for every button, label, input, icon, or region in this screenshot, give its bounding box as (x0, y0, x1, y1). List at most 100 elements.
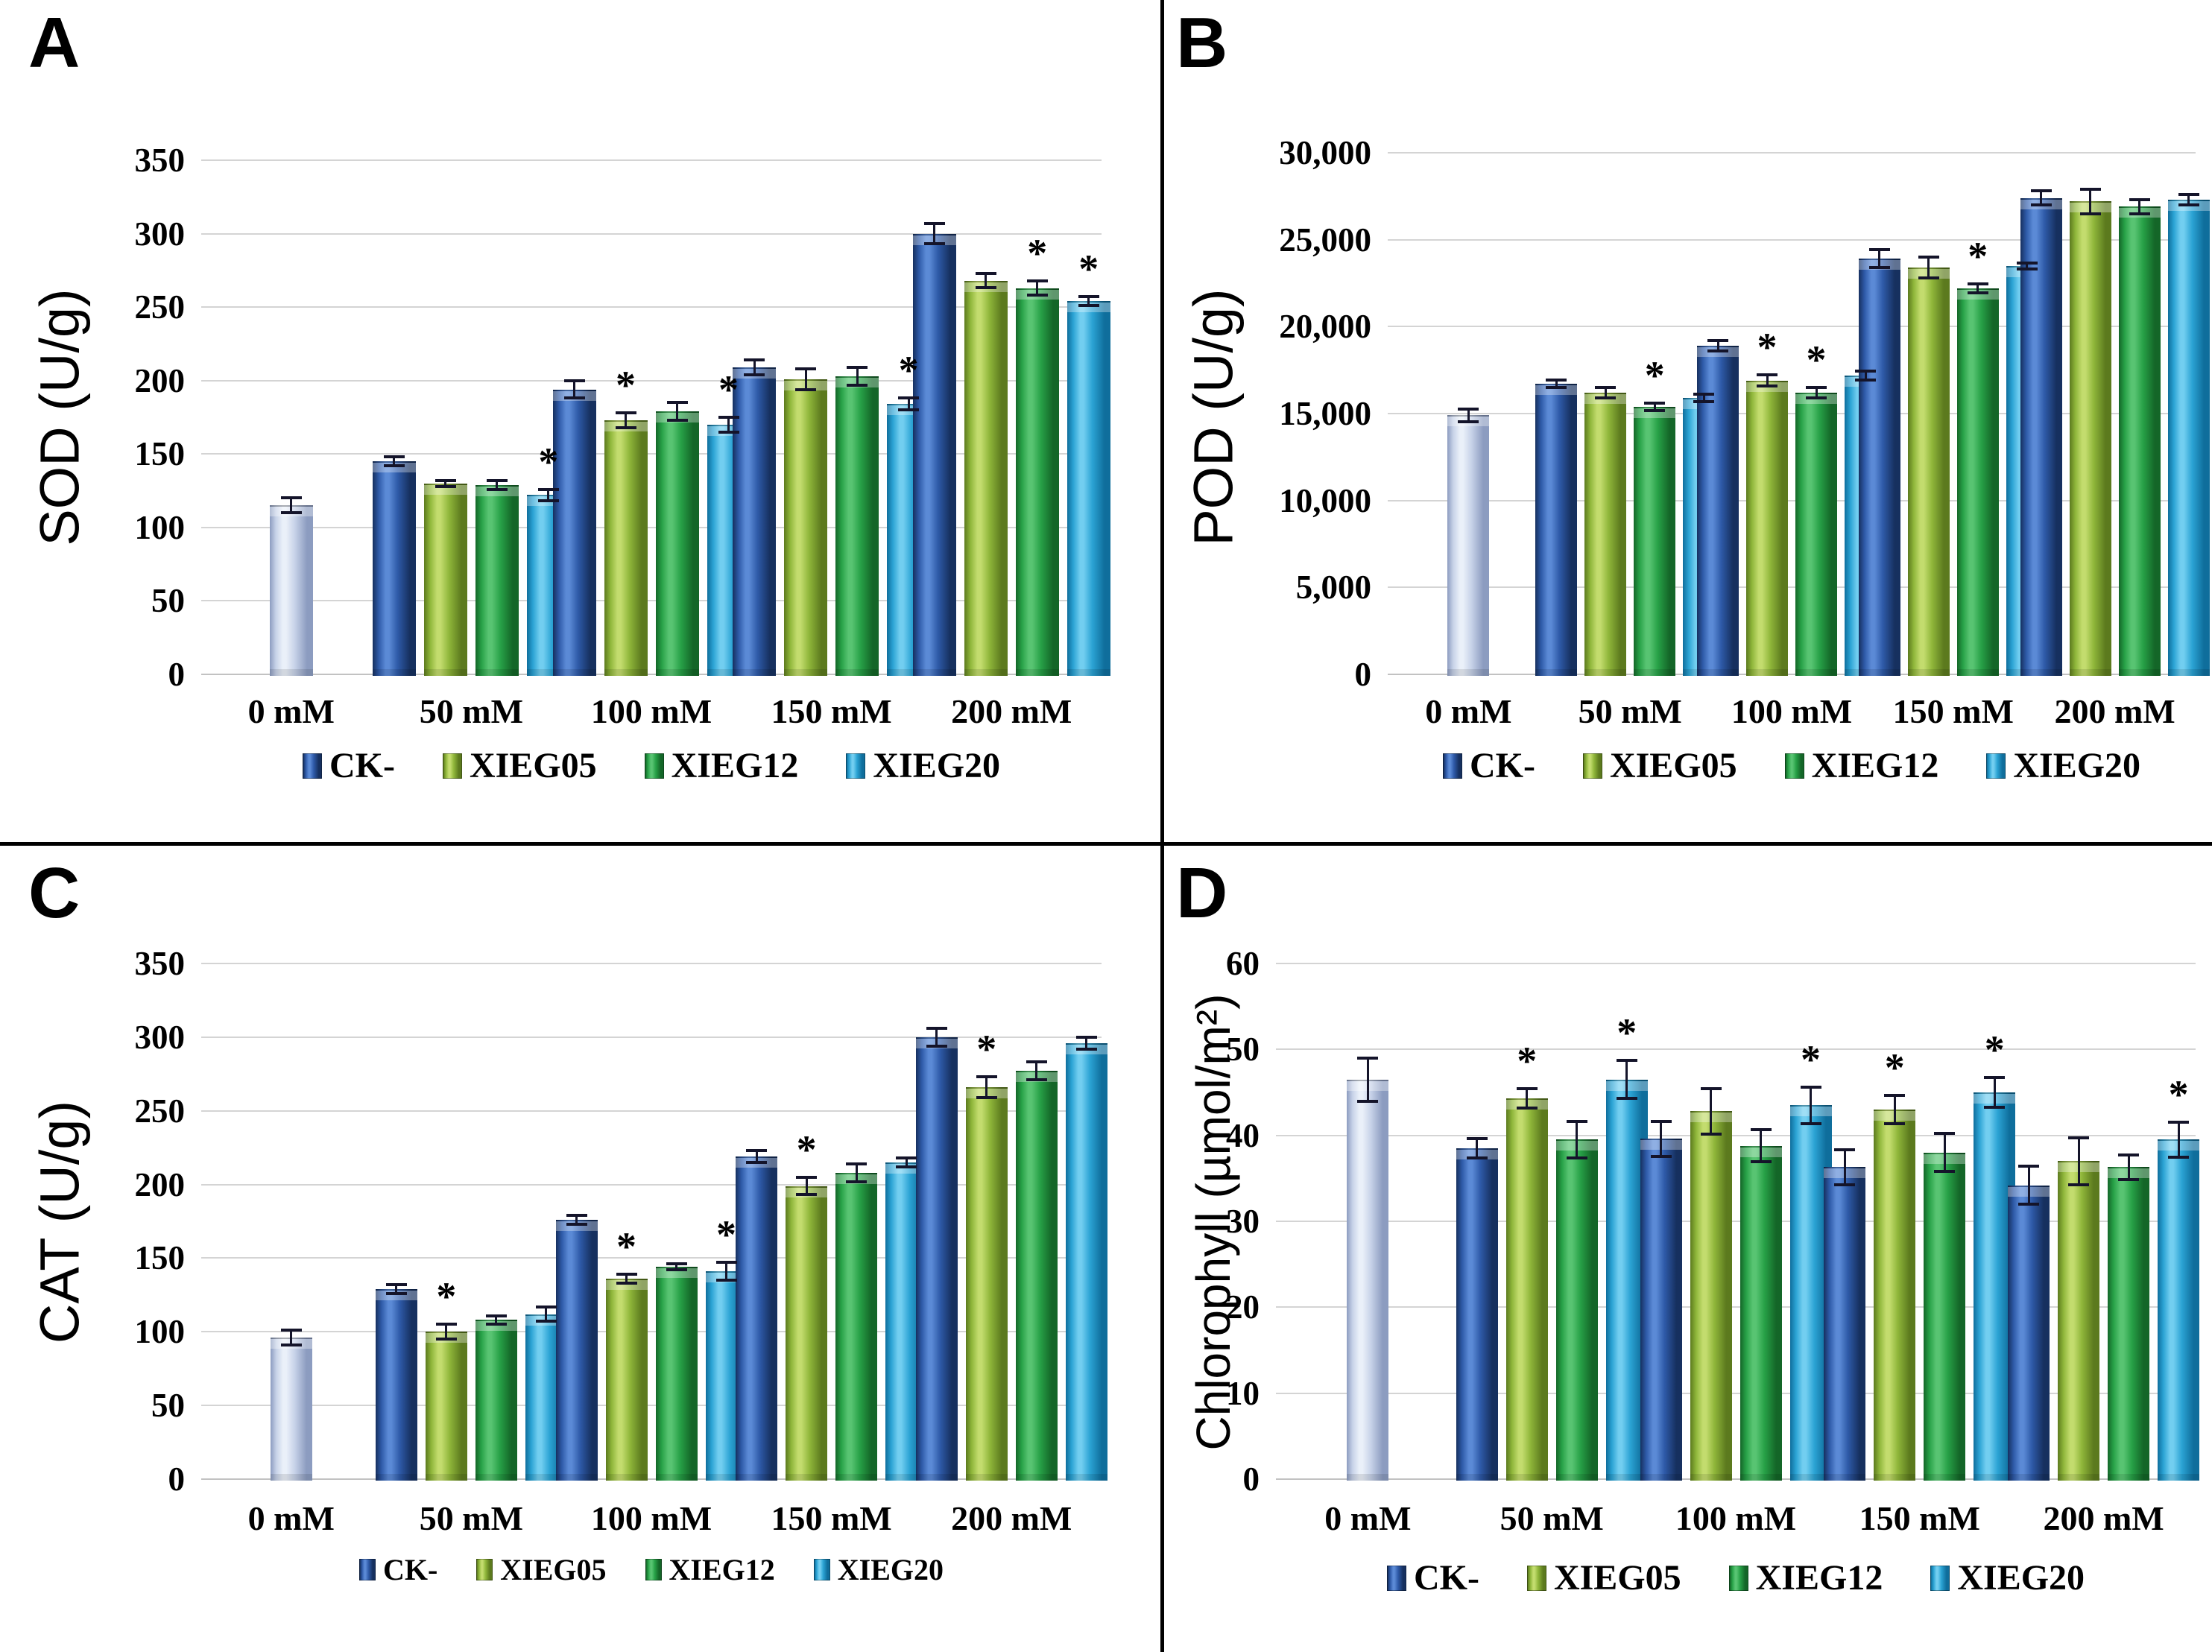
error-bar-line (2177, 1121, 2180, 1159)
bar-bottom-shade (526, 668, 570, 676)
x-tick-label: 150 mM (771, 692, 892, 730)
legend-item-xieg12: XIEG12 (1784, 745, 1938, 786)
error-bar (2016, 261, 2038, 270)
error-bar-cap-bottom (1918, 276, 1939, 280)
gridline (1388, 238, 2196, 241)
error-bar (1834, 1148, 1856, 1186)
bar-CK- (915, 1037, 958, 1481)
bar-bottom-shade (605, 1473, 648, 1481)
panel-pod: B POD (U/g) 30,000 25,000 20,000 15,000 10,0… (1164, 0, 2212, 846)
panel-letter-d: D (1176, 853, 1228, 933)
error-bar (435, 1323, 457, 1341)
legend-swatch-xieg12 (1784, 753, 1804, 779)
error-bar-cap-top (896, 1156, 917, 1159)
y-tick-label: 350 (134, 945, 186, 982)
error-bar-cap-top (1644, 401, 1666, 405)
error-bar-cap-top (615, 411, 636, 415)
error-bar-cap-bottom (1855, 378, 1876, 382)
error-bar-cap-top (666, 1262, 687, 1266)
error-bar (926, 1027, 947, 1048)
error-bar (666, 401, 688, 422)
error-bar-cap-top (485, 1314, 507, 1317)
error-bar (847, 366, 868, 387)
legend-label: XIEG05 (1609, 746, 1737, 785)
significance-asterisk: * (1027, 230, 1048, 276)
error-bar-line (1467, 407, 1470, 423)
error-bar-cap-top (923, 221, 945, 225)
legend-swatch-xieg05 (1526, 1565, 1546, 1591)
error-bar-cap-bottom (666, 418, 688, 422)
error-bar-cap-bottom (1566, 1156, 1587, 1159)
gridline (201, 1405, 1102, 1407)
error-bar-cap-top (846, 1162, 868, 1165)
error-bar-cap-top (976, 1075, 997, 1079)
error-bar-cap-bottom (280, 1344, 302, 1347)
error-bar-cap-top (926, 1027, 947, 1031)
bar-bottom-shade (552, 668, 596, 676)
gridline (201, 600, 1102, 602)
gridline (201, 1183, 1102, 1186)
error-bar (1026, 279, 1048, 297)
error-bar (746, 1149, 768, 1164)
gridline (1276, 1478, 2196, 1480)
error-bar-line (290, 496, 293, 515)
error-bar-line (395, 1283, 398, 1295)
error-bar-line (2138, 197, 2141, 215)
bar-bottom-shade (887, 668, 931, 676)
error-bar (1546, 379, 1567, 390)
bar-XIEG05 (604, 420, 648, 676)
error-bar-cap-bottom (1516, 1107, 1538, 1110)
bar-bottom-shade (1746, 668, 1788, 676)
x-tick-label: 100 mM (1731, 692, 1853, 730)
error-bar (1357, 1056, 1379, 1103)
y-tick-label: 150 (134, 435, 186, 473)
gridline (201, 526, 1102, 528)
bar-bottom-shade (885, 1473, 928, 1481)
y-tick-label: 200 (134, 361, 186, 399)
bar-bottom-shade (1605, 1473, 1648, 1481)
error-bar (280, 496, 302, 515)
error-bar (846, 1162, 868, 1183)
error-bar-cap-bottom (1700, 1132, 1722, 1136)
error-bar (2118, 1153, 2140, 1181)
error-bar-cap-top (746, 1149, 768, 1153)
bar-bottom-shade (2108, 1473, 2150, 1481)
bar-top-highlight (475, 486, 519, 496)
error-bar-line (1766, 373, 1769, 387)
error-bar-line (1815, 385, 1818, 400)
legend-item-ck: CK- (358, 1552, 437, 1587)
bar-XIEG12 (2108, 1167, 2150, 1481)
x-tick-label: 200 mM (951, 1499, 1072, 1537)
y-tick-label: 25,000 (1279, 221, 1371, 259)
bar-XIEG05 (786, 1186, 828, 1481)
error-bar-line (1036, 279, 1039, 297)
legend-item-xieg12: XIEG12 (644, 745, 798, 786)
bar-bottom-shade (1907, 669, 1950, 676)
error-bar-cap-bottom (1644, 408, 1666, 412)
y-axis-title-sod: SOD (U/g) (28, 288, 91, 546)
legend-item-ck: CK- (1442, 745, 1535, 786)
error-bar (2068, 1136, 2090, 1186)
legend-label: XIEG20 (873, 746, 1001, 785)
y-tick-label: 50 (1226, 1031, 1260, 1069)
bar-top-highlight (1066, 303, 1110, 313)
error-bar-line (1087, 295, 1090, 308)
error-bar (1700, 1087, 1722, 1136)
y-tick-label: 0 (168, 1460, 186, 1498)
error-bar (1075, 1035, 1097, 1051)
error-bar (666, 1262, 687, 1272)
significance-asterisk: * (1884, 1045, 1905, 1091)
significance-asterisk: * (616, 363, 636, 408)
error-bar (1806, 385, 1827, 400)
legend-item-xieg20: XIEG20 (1930, 1557, 2085, 1598)
error-bar-cap-bottom (1834, 1183, 1856, 1186)
error-bar-line (675, 1262, 677, 1272)
bar-bottom-shade (705, 1473, 748, 1481)
error-bar-cap-top (2129, 197, 2150, 201)
error-bar-cap-bottom (1707, 349, 1728, 353)
error-bar-cap-bottom (666, 1268, 687, 1272)
bar-XIEG12 (655, 411, 699, 676)
legend-swatch-xieg05 (442, 753, 462, 779)
error-bar-cap-bottom (796, 1193, 818, 1197)
error-bar (383, 455, 405, 468)
